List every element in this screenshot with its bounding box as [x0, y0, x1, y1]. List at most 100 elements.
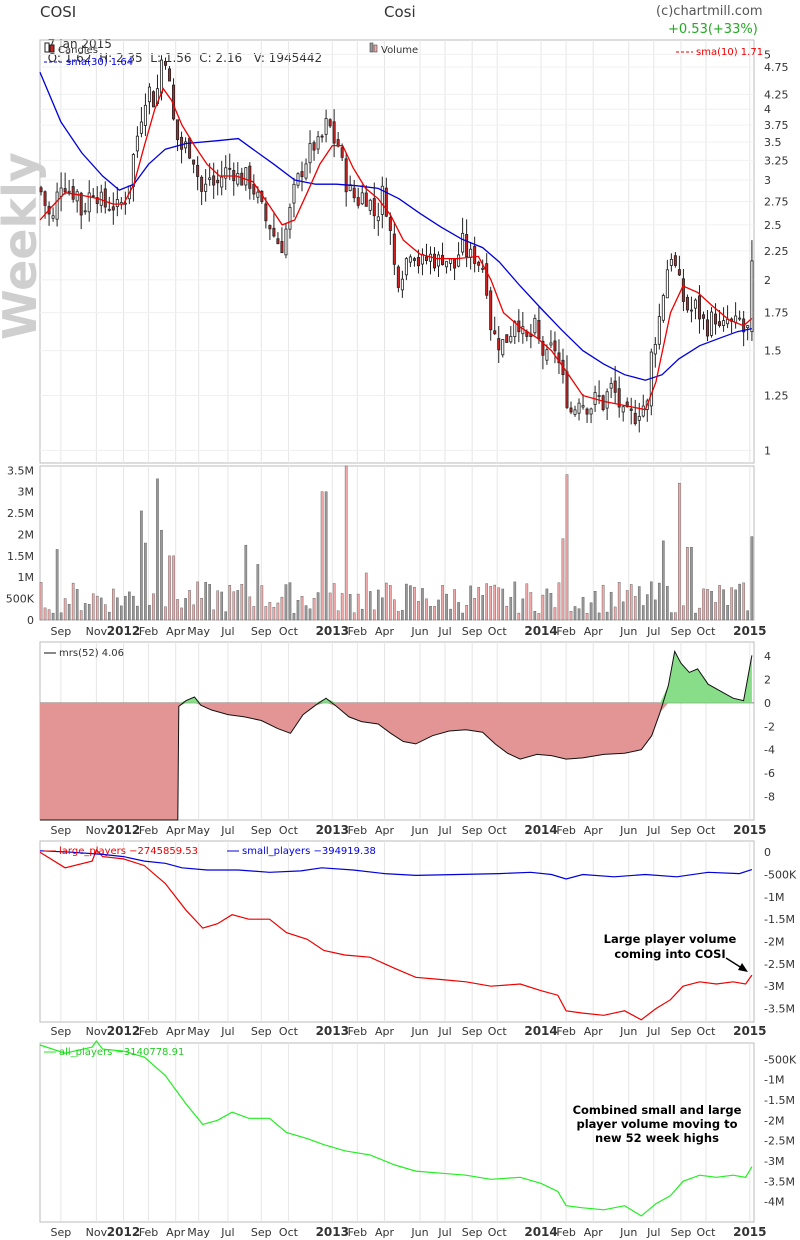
- volume-bar: [722, 589, 725, 621]
- volume-bar: [706, 589, 709, 621]
- volume-bar: [629, 584, 633, 621]
- candle-body: [681, 278, 685, 302]
- volume-bar: [461, 612, 464, 621]
- time-axis-label: 2014: [524, 624, 557, 638]
- candle-body: [392, 233, 396, 265]
- volume-bar: [718, 585, 721, 621]
- candle-body: [147, 86, 151, 103]
- volume-bar: [381, 597, 384, 621]
- volume-bar: [228, 585, 232, 621]
- candle-body: [445, 261, 449, 268]
- volume-bar: [654, 599, 657, 621]
- volume-bar: [585, 613, 589, 621]
- volume-bar: [332, 583, 336, 621]
- volume-bar: [401, 610, 404, 621]
- volume-bar: [662, 540, 665, 621]
- candle-body: [549, 342, 553, 346]
- candle-body: [657, 316, 661, 345]
- volume-bar: [152, 593, 155, 621]
- time-axis-label: Feb: [348, 1226, 367, 1239]
- candle-body: [151, 91, 155, 108]
- price-axis-label: 2.5: [764, 219, 782, 232]
- volume-bar: [433, 606, 436, 621]
- candle-body: [372, 198, 376, 217]
- volume-bar: [328, 592, 332, 621]
- candle-body: [388, 217, 392, 231]
- volume-bar: [324, 491, 328, 621]
- price-axis-label: 2.75: [764, 195, 789, 208]
- volume-bar: [441, 585, 444, 621]
- candle-body: [380, 185, 384, 215]
- candle-body: [497, 338, 501, 351]
- time-axis-label: Jun: [619, 625, 637, 638]
- volume-bar: [368, 591, 372, 621]
- candle-body: [284, 228, 288, 256]
- candle-body: [304, 163, 308, 179]
- volume-bar: [63, 598, 67, 621]
- volume-bar: [581, 597, 585, 621]
- time-axis-label: 2015: [733, 823, 766, 837]
- volume-bar: [385, 582, 388, 621]
- volume-axis-label: 0: [27, 614, 34, 627]
- volume-bar: [196, 581, 199, 621]
- candle-body: [276, 238, 280, 245]
- volume-bar: [429, 606, 432, 621]
- volume-bar: [336, 610, 340, 621]
- all-players-axis-label: -1M: [764, 1074, 784, 1087]
- candle-body: [501, 339, 505, 356]
- volume-bar: [533, 610, 537, 621]
- candle-body: [272, 227, 276, 237]
- candle-body: [746, 325, 750, 329]
- candle-body: [164, 61, 168, 66]
- volume-bar: [260, 585, 264, 621]
- time-axis-label: 2012: [107, 624, 140, 638]
- time-axis-label: Nov: [86, 1025, 108, 1038]
- candle-body: [280, 241, 284, 254]
- candle-body: [432, 253, 437, 269]
- time-axis-label: Apr: [584, 1025, 604, 1038]
- volume-bar: [565, 474, 569, 621]
- volume-bar: [613, 606, 617, 621]
- candles-legend-icon: [44, 42, 50, 53]
- volume-bar: [573, 606, 577, 621]
- candle-body: [91, 195, 95, 198]
- volume-bar: [292, 613, 296, 621]
- time-axis-label: Oct: [488, 625, 508, 638]
- players-axis-label: -3M: [764, 980, 784, 993]
- time-axis-label: Nov: [86, 824, 108, 837]
- sma30-legend-label: sma(30) 1.64: [66, 57, 133, 68]
- volume-bar: [425, 598, 428, 621]
- volume-bar: [501, 588, 505, 621]
- volume-bar: [248, 596, 252, 621]
- candle-body: [685, 296, 689, 311]
- volume-bar: [690, 547, 693, 621]
- volume-bar: [698, 607, 701, 621]
- time-axis-label: Jul: [437, 625, 451, 638]
- time-axis-label: Oct: [279, 824, 299, 837]
- volume-bar: [421, 588, 424, 621]
- candle-body: [437, 254, 441, 267]
- candle-body: [485, 263, 489, 296]
- volume-bar: [164, 606, 167, 621]
- candle-body: [356, 197, 360, 206]
- sma10-legend-label: sma(10) 1.71: [696, 47, 763, 58]
- candle-body: [509, 335, 513, 343]
- time-axis-label: May: [187, 824, 210, 837]
- volume-bar: [376, 589, 380, 621]
- volume-bar: [192, 604, 195, 621]
- candle-body: [384, 187, 388, 217]
- volume-bar: [364, 572, 368, 621]
- price-axis-label: 3: [764, 174, 771, 187]
- candle-body: [39, 187, 43, 193]
- time-axis-label: Apr: [375, 824, 395, 837]
- time-axis-label: Feb: [348, 824, 367, 837]
- time-axis-label: Sep: [462, 824, 483, 837]
- candle-body: [252, 184, 256, 195]
- volume-bar: [320, 491, 324, 621]
- candle-body: [416, 256, 420, 267]
- volume-bar: [39, 582, 43, 621]
- candle-body: [352, 187, 356, 199]
- time-axis-label: 2013: [316, 624, 349, 638]
- volume-bar: [605, 611, 609, 621]
- mrs-axis-label: -4: [764, 744, 775, 757]
